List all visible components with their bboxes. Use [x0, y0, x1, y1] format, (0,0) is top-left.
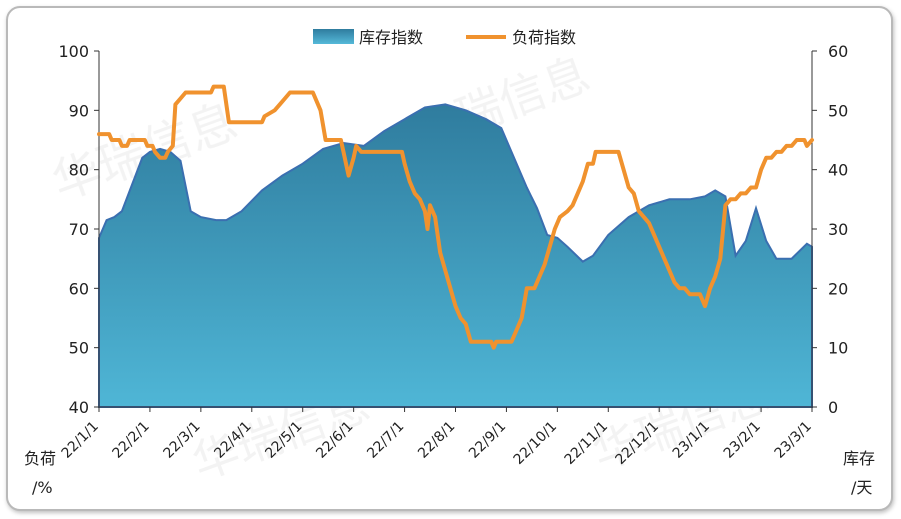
right-tick-label: 0 [828, 398, 838, 417]
plot-area: 40 50 60 70 80 90 100 0 10 20 30 40 50 60 22/1/1 22/2/1… [58, 42, 848, 468]
left-axis-unit-bottom: /% [32, 478, 53, 497]
left-tick-label: 90 [69, 101, 89, 120]
x-tick-label: 22/2/1 [110, 419, 153, 462]
right-axis-unit-bottom: /天 [851, 478, 872, 497]
right-tick-label: 50 [828, 101, 848, 120]
legend-swatch-inventory [313, 29, 354, 44]
x-tick-label: 22/10/1 [511, 419, 560, 468]
left-tick-label: 80 [69, 161, 89, 180]
left-tick-label: 60 [69, 279, 89, 298]
series-load-line [97, 84, 814, 350]
right-tick-label: 10 [828, 339, 848, 358]
legend-label-inventory: 库存指数 [359, 28, 423, 47]
left-tick-label: 100 [58, 42, 89, 61]
right-axis-unit-top: 库存 [843, 449, 875, 468]
x-tick-label: 22/1/1 [59, 419, 102, 462]
x-tick-label: 22/9/1 [466, 419, 509, 462]
left-axis-unit-top: 负荷 [24, 449, 56, 468]
left-tick-label: 40 [69, 398, 89, 417]
x-tick-label: 22/8/1 [415, 419, 458, 462]
legend-label-load: 负荷指数 [512, 28, 576, 47]
left-tick-label: 50 [69, 339, 89, 358]
right-tick-label: 20 [828, 279, 848, 298]
right-tick-label: 30 [828, 220, 848, 239]
left-tick-label: 70 [69, 220, 89, 239]
right-tick-label: 40 [828, 161, 848, 180]
right-tick-label: 60 [828, 42, 848, 61]
legend: 库存指数 负荷指数 [313, 28, 576, 47]
x-tick-label: 23/3/1 [772, 419, 815, 462]
